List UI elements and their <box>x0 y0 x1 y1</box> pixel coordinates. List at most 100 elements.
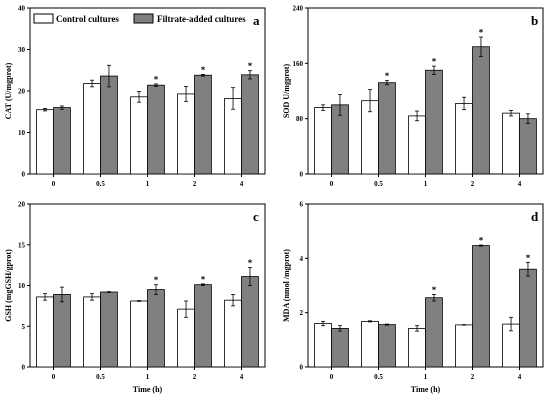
significance-star: * <box>248 61 253 71</box>
x-tick-label: 0.5 <box>96 373 105 381</box>
y-tick-label: 0 <box>300 364 304 372</box>
x-tick-label: 4 <box>518 180 522 188</box>
bar-filtrate-1 <box>147 289 165 368</box>
y-tick-label: 20 <box>18 88 26 96</box>
bar-control-0 <box>36 296 54 368</box>
significance-star: * <box>154 74 159 84</box>
bar-filtrate-4 <box>519 118 537 175</box>
bar-filtrate-1 <box>425 69 443 175</box>
x-tick-label: 2 <box>471 180 475 188</box>
x-tick-label: 4 <box>240 373 244 381</box>
y-tick-label: 4 <box>300 255 304 263</box>
x-tick-label: 0 <box>330 180 334 188</box>
bar-filtrate-1 <box>147 84 165 175</box>
bar-filtrate-0.5 <box>100 291 118 368</box>
bar-control-0.5 <box>83 83 101 175</box>
y-tick-label: 6 <box>300 201 304 209</box>
significance-star: * <box>385 71 390 81</box>
bar-control-4 <box>224 299 242 368</box>
bar-control-2 <box>177 308 195 368</box>
x-tick-label: 2 <box>471 373 475 381</box>
y-tick-label: 15 <box>18 241 26 249</box>
x-tick-label: 1 <box>424 180 428 188</box>
bar-control-1 <box>408 115 426 175</box>
bar-filtrate-0 <box>53 294 71 368</box>
panel-letter: b <box>531 13 538 28</box>
x-tick-label: 0.5 <box>96 180 105 188</box>
bar-filtrate-0.5 <box>378 82 396 175</box>
significance-star: * <box>201 274 206 284</box>
significance-star: * <box>479 28 484 38</box>
y-axis-label: CAT (U/mgprot) <box>4 62 13 119</box>
y-axis-label: SOD U/mgprot) <box>282 64 291 119</box>
y-tick-label: 10 <box>18 129 26 137</box>
x-tick-label: 0.5 <box>374 373 383 381</box>
bar-control-1 <box>130 300 148 368</box>
legend-swatch-control <box>33 13 54 24</box>
x-tick-label: 0 <box>52 373 56 381</box>
y-tick-label: 0 <box>300 171 304 179</box>
bar-filtrate-2 <box>194 284 212 368</box>
panel-b: 0 80 160 240 0 0.5 1 2 4 * * * SOD U/mgprot) b <box>282 5 544 188</box>
significance-star: * <box>526 253 531 263</box>
bar-control-2 <box>177 93 195 175</box>
significance-star: * <box>432 57 437 67</box>
panel-letter: c <box>253 209 259 224</box>
x-axis-label: Time (h) <box>411 385 441 394</box>
x-tick-label: 0.5 <box>374 180 383 188</box>
x-tick-label: 2 <box>193 180 197 188</box>
y-tick-label: 20 <box>18 201 26 209</box>
panel-letter: a <box>253 13 260 28</box>
bar-control-2 <box>455 103 473 175</box>
panel-letter: d <box>531 209 539 224</box>
y-axis-label: MDA (nmol /mgprot) <box>282 249 291 322</box>
bar-filtrate-0 <box>53 107 71 175</box>
panel-d: 0 2 4 6 0 0.5 1 2 4 * * * MDA (nmol /mgprot) Time (h)… <box>282 201 544 394</box>
y-tick-label: 160 <box>293 60 304 68</box>
bar-control-0 <box>36 109 54 175</box>
bar-control-0.5 <box>361 320 379 368</box>
bar-control-0 <box>314 323 332 368</box>
y-tick-label: 80 <box>296 115 304 123</box>
y-tick-label: 0 <box>22 171 26 179</box>
bar-control-2 <box>455 324 473 368</box>
bar-filtrate-0.5 <box>100 75 118 175</box>
x-tick-label: 4 <box>240 180 244 188</box>
bar-control-0.5 <box>83 296 101 368</box>
bar-control-4 <box>224 98 242 175</box>
bar-control-4 <box>502 112 520 175</box>
y-tick-label: 2 <box>300 309 304 317</box>
bar-filtrate-4 <box>241 74 259 175</box>
bar-filtrate-0.5 <box>378 324 396 368</box>
legend-swatch-filtrate <box>133 13 154 24</box>
x-axis-label: Time (h) <box>133 385 163 394</box>
y-tick-label: 240 <box>293 5 304 13</box>
y-tick-label: 40 <box>18 5 26 13</box>
x-tick-label: 1 <box>146 180 150 188</box>
x-tick-label: 1 <box>146 373 150 381</box>
y-axis-label: GSH (mgGSH/gprot) <box>4 249 13 322</box>
x-tick-label: 0 <box>330 373 334 381</box>
bar-control-1 <box>408 328 426 368</box>
bar-filtrate-4 <box>241 276 259 368</box>
y-tick-label: 0 <box>22 364 26 372</box>
y-tick-label: 30 <box>18 46 26 54</box>
significance-star: * <box>432 285 437 295</box>
significance-star: * <box>248 258 253 268</box>
x-tick-label: 2 <box>193 373 197 381</box>
significance-star: * <box>154 275 159 285</box>
y-tick-label: 10 <box>18 282 26 290</box>
bar-control-1 <box>130 96 148 175</box>
panel-c: 0 5 10 15 20 0 0.5 1 2 4 * * * GSH (mgGSH/gprot) Time … <box>4 201 266 394</box>
x-tick-label: 0 <box>52 180 56 188</box>
bar-filtrate-2 <box>472 245 490 368</box>
bar-filtrate-4 <box>519 268 537 368</box>
bar-filtrate-2 <box>472 46 490 175</box>
legend-label-control: Control cultures <box>56 14 119 24</box>
legend: Control cultures Filtrate-added cultures <box>33 13 246 24</box>
bar-control-0 <box>314 107 332 175</box>
x-tick-label: 4 <box>518 373 522 381</box>
panel-a: 0 10 20 30 40 0 0.5 1 2 4 * * * CAT (U/mgprot) a <box>4 5 266 188</box>
bar-filtrate-1 <box>425 297 443 368</box>
